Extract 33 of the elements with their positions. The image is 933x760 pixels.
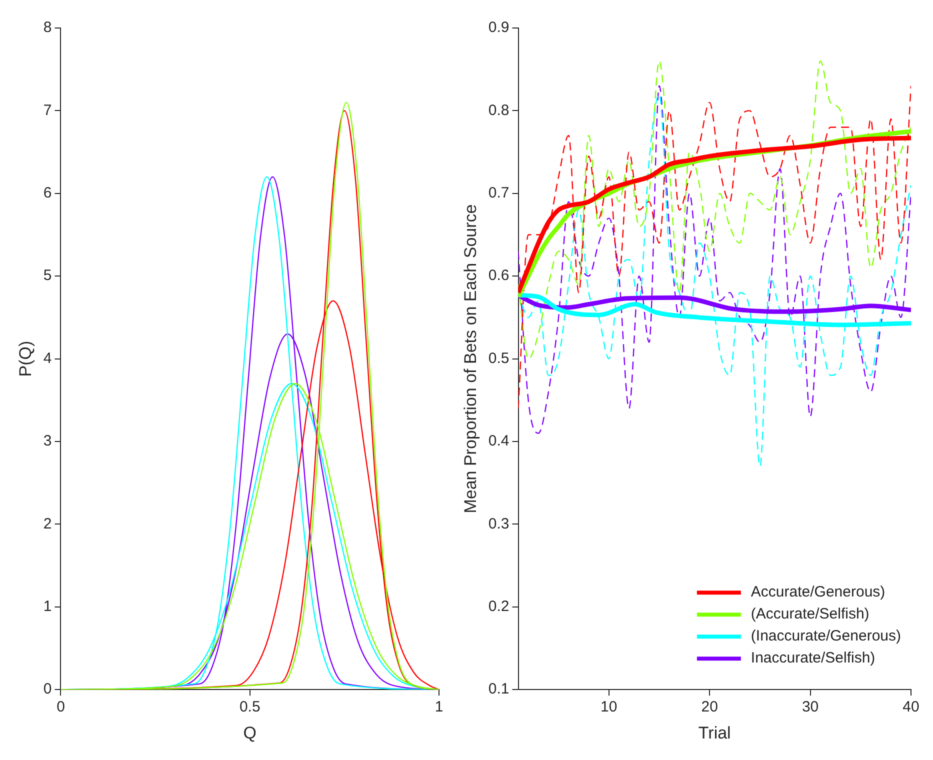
y-tick-label: 1 — [43, 598, 52, 616]
legend-label: Accurate/Generous) — [750, 584, 886, 601]
y-tick-label: 0.5 — [488, 350, 510, 367]
y-tick-label: 0.7 — [488, 184, 510, 202]
x-tick-label: 20 — [701, 698, 718, 716]
y-tick-label: 0.4 — [488, 432, 510, 450]
x-axis-title: Trial — [698, 723, 731, 742]
y-tick-label: 0.1 — [488, 680, 510, 698]
y-tick-label: 0.8 — [488, 102, 510, 119]
x-tick-label: 0.5 — [239, 698, 260, 716]
y-tick-label: 8 — [43, 19, 52, 36]
y-tick-label: 0 — [43, 680, 52, 698]
x-axis-title: Q — [243, 723, 256, 742]
y-tick-label: 4 — [43, 350, 52, 367]
y-tick-label: 5 — [43, 267, 52, 284]
y-axis-title: P(Q) — [16, 340, 35, 377]
x-tick-label: 0 — [56, 698, 65, 716]
legend-label: Inaccurate/Selfish) — [750, 650, 876, 667]
x-tick-label: 30 — [802, 698, 819, 716]
y-tick-label: 2 — [43, 515, 52, 532]
y-axis-title: Mean Proportion of Bets on Each Source — [460, 204, 480, 514]
x-tick-label: 1 — [434, 698, 444, 716]
y-tick-label: 0.3 — [488, 515, 510, 532]
x-tick-label: 10 — [600, 698, 618, 716]
y-tick-label: 0.6 — [488, 267, 510, 284]
y-tick-label: 0.2 — [488, 598, 510, 616]
legend-label: (Inaccurate/Generous) — [750, 628, 902, 645]
y-tick-label: 3 — [43, 432, 52, 450]
y-tick-label: 7 — [43, 102, 52, 119]
y-tick-label: 0.9 — [488, 19, 510, 36]
legend-label: (Accurate/Selfish) — [750, 606, 870, 623]
x-tick-label: 40 — [902, 698, 920, 716]
y-tick-label: 6 — [43, 184, 52, 202]
